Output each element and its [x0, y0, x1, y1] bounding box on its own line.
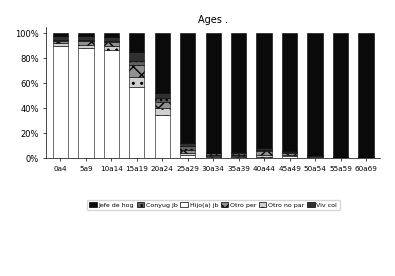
Bar — [53, 40, 68, 41]
Bar — [154, 108, 170, 115]
Bar — [104, 37, 119, 41]
Bar — [205, 156, 221, 157]
Bar — [78, 41, 94, 45]
Bar — [180, 150, 196, 153]
Bar — [282, 151, 297, 152]
Bar — [256, 151, 272, 155]
Bar — [78, 48, 94, 158]
Bar — [282, 155, 297, 156]
Bar — [129, 33, 145, 52]
Bar — [231, 153, 246, 155]
Bar — [154, 102, 170, 108]
Bar — [53, 33, 68, 36]
Bar — [358, 33, 374, 157]
Bar — [256, 155, 272, 157]
Bar — [231, 157, 246, 158]
Bar — [231, 152, 246, 153]
Bar — [231, 155, 246, 156]
Bar — [282, 152, 297, 153]
Bar — [53, 46, 68, 158]
Bar — [256, 33, 272, 148]
Bar — [307, 155, 323, 156]
Bar — [358, 157, 374, 158]
Bar — [104, 46, 119, 50]
Bar — [333, 157, 348, 158]
Bar — [78, 36, 94, 40]
Bar — [205, 33, 221, 153]
Bar — [129, 77, 145, 87]
Bar — [282, 156, 297, 158]
Bar — [154, 93, 170, 98]
Bar — [180, 153, 196, 155]
Bar — [129, 61, 145, 65]
Bar — [307, 156, 323, 157]
Bar — [154, 33, 170, 93]
Legend: Jefe de hog, Conyug jb, Hijo(a) jb, Otro per, Otro no par, Viv col: Jefe de hog, Conyug jb, Hijo(a) jb, Otro… — [87, 200, 340, 210]
Bar — [129, 52, 145, 61]
Bar — [180, 155, 196, 158]
Bar — [78, 33, 94, 36]
Bar — [205, 155, 221, 156]
Bar — [256, 150, 272, 151]
Bar — [205, 157, 221, 158]
Bar — [53, 36, 68, 40]
Bar — [180, 143, 196, 146]
Bar — [282, 153, 297, 155]
Bar — [282, 33, 297, 151]
Bar — [104, 33, 119, 37]
Bar — [256, 157, 272, 158]
Bar — [53, 43, 68, 46]
Bar — [104, 42, 119, 46]
Bar — [129, 65, 145, 77]
Bar — [307, 33, 323, 155]
Bar — [78, 45, 94, 48]
Bar — [231, 156, 246, 157]
Bar — [104, 41, 119, 42]
Bar — [154, 115, 170, 158]
Bar — [205, 153, 221, 155]
Bar — [104, 50, 119, 158]
Bar — [256, 148, 272, 150]
Bar — [129, 87, 145, 158]
Bar — [154, 98, 170, 102]
Bar — [307, 157, 323, 158]
Bar — [180, 33, 196, 143]
Bar — [333, 33, 348, 157]
Bar — [78, 40, 94, 41]
Bar — [231, 33, 246, 152]
Bar — [53, 41, 68, 43]
Bar — [180, 146, 196, 150]
Title: Ages .: Ages . — [198, 15, 228, 25]
